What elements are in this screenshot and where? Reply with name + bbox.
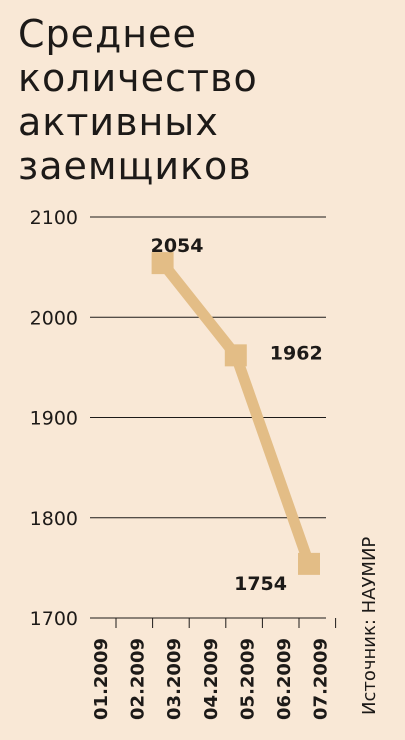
source-note: Источник: НАУМИР	[359, 537, 380, 715]
chart-title: Среднее количество активных заемщиков	[18, 12, 398, 188]
x-tick-label: 07.2009	[311, 638, 332, 720]
series-line	[158, 259, 315, 566]
title-line-3: активных	[18, 100, 219, 144]
grid-layer	[90, 216, 337, 628]
x-tick-label: 01.2009	[91, 638, 112, 720]
y-tick-label: 1700	[30, 608, 78, 630]
data-point-marker	[298, 552, 320, 575]
x-tick-label: 06.2009	[274, 638, 295, 720]
data-point-marker	[224, 344, 247, 367]
y-tick-label: 2000	[30, 307, 78, 329]
data-label: 1962	[270, 342, 323, 364]
y-tick-label: 2100	[30, 207, 78, 229]
title-line-1: Среднее	[18, 12, 197, 56]
x-tick-label: 03.2009	[164, 638, 185, 720]
y-tick-label: 1800	[30, 508, 78, 530]
x-tick-label: 04.2009	[201, 638, 222, 720]
series-layer	[151, 252, 320, 575]
data-label: 1754	[234, 573, 287, 595]
label-layer: 1700 1800 1900 2000 2100 01.2009 02.2009 03.200…	[30, 207, 332, 720]
title-line-4: заемщиков	[18, 144, 252, 188]
data-label: 2054	[151, 235, 204, 257]
title-line-2: количество	[18, 56, 258, 100]
x-tick-label: 02.2009	[128, 638, 149, 720]
y-tick-label: 1900	[30, 408, 78, 430]
x-tick-label: 05.2009	[237, 638, 258, 720]
data-point-marker	[151, 252, 174, 275]
